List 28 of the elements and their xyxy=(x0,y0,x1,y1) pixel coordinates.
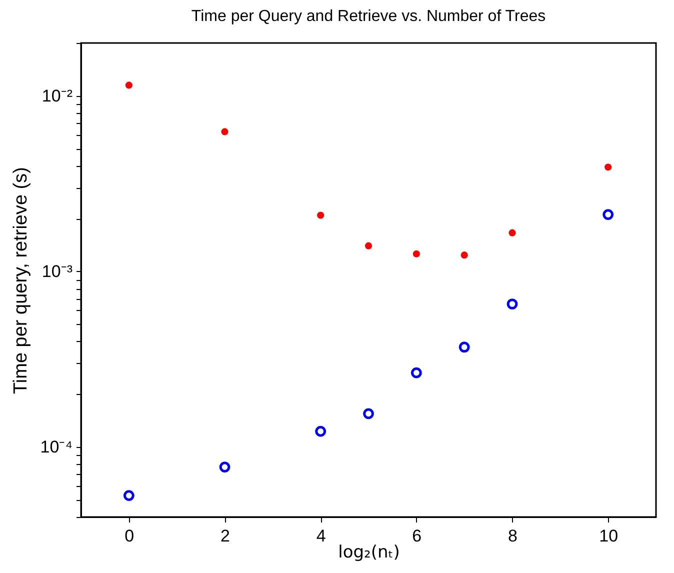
point xyxy=(221,128,228,136)
point xyxy=(363,408,374,420)
x-tick-label: 2 xyxy=(220,526,230,546)
x-tick-label: 10 xyxy=(599,526,618,546)
y-tick-label: 10⁻² xyxy=(42,86,73,106)
point xyxy=(315,426,326,437)
point xyxy=(412,250,420,258)
x-tick-label: 4 xyxy=(316,526,326,546)
y-tick-label: 10⁻⁴ xyxy=(40,438,72,457)
point xyxy=(458,342,470,353)
point xyxy=(219,462,230,472)
point xyxy=(604,164,612,171)
point xyxy=(317,212,324,219)
point xyxy=(508,229,516,236)
point xyxy=(410,367,422,378)
point xyxy=(460,252,468,259)
point xyxy=(123,490,134,501)
y-axis-title: Time per query, retrieve (s) xyxy=(10,167,32,394)
x-axis-title: log₂(nₜ) xyxy=(338,542,400,562)
y-tick-label: 10⁻³ xyxy=(42,262,73,281)
point xyxy=(506,298,518,310)
point xyxy=(125,82,132,89)
x-tick-label: 0 xyxy=(124,526,134,546)
point xyxy=(602,209,614,220)
chart-title: Time per Query and Retrieve vs. Number of Trees xyxy=(191,8,546,25)
x-tick-label: 8 xyxy=(508,526,518,546)
x-tick-label: 6 xyxy=(412,526,422,546)
point xyxy=(364,242,372,250)
